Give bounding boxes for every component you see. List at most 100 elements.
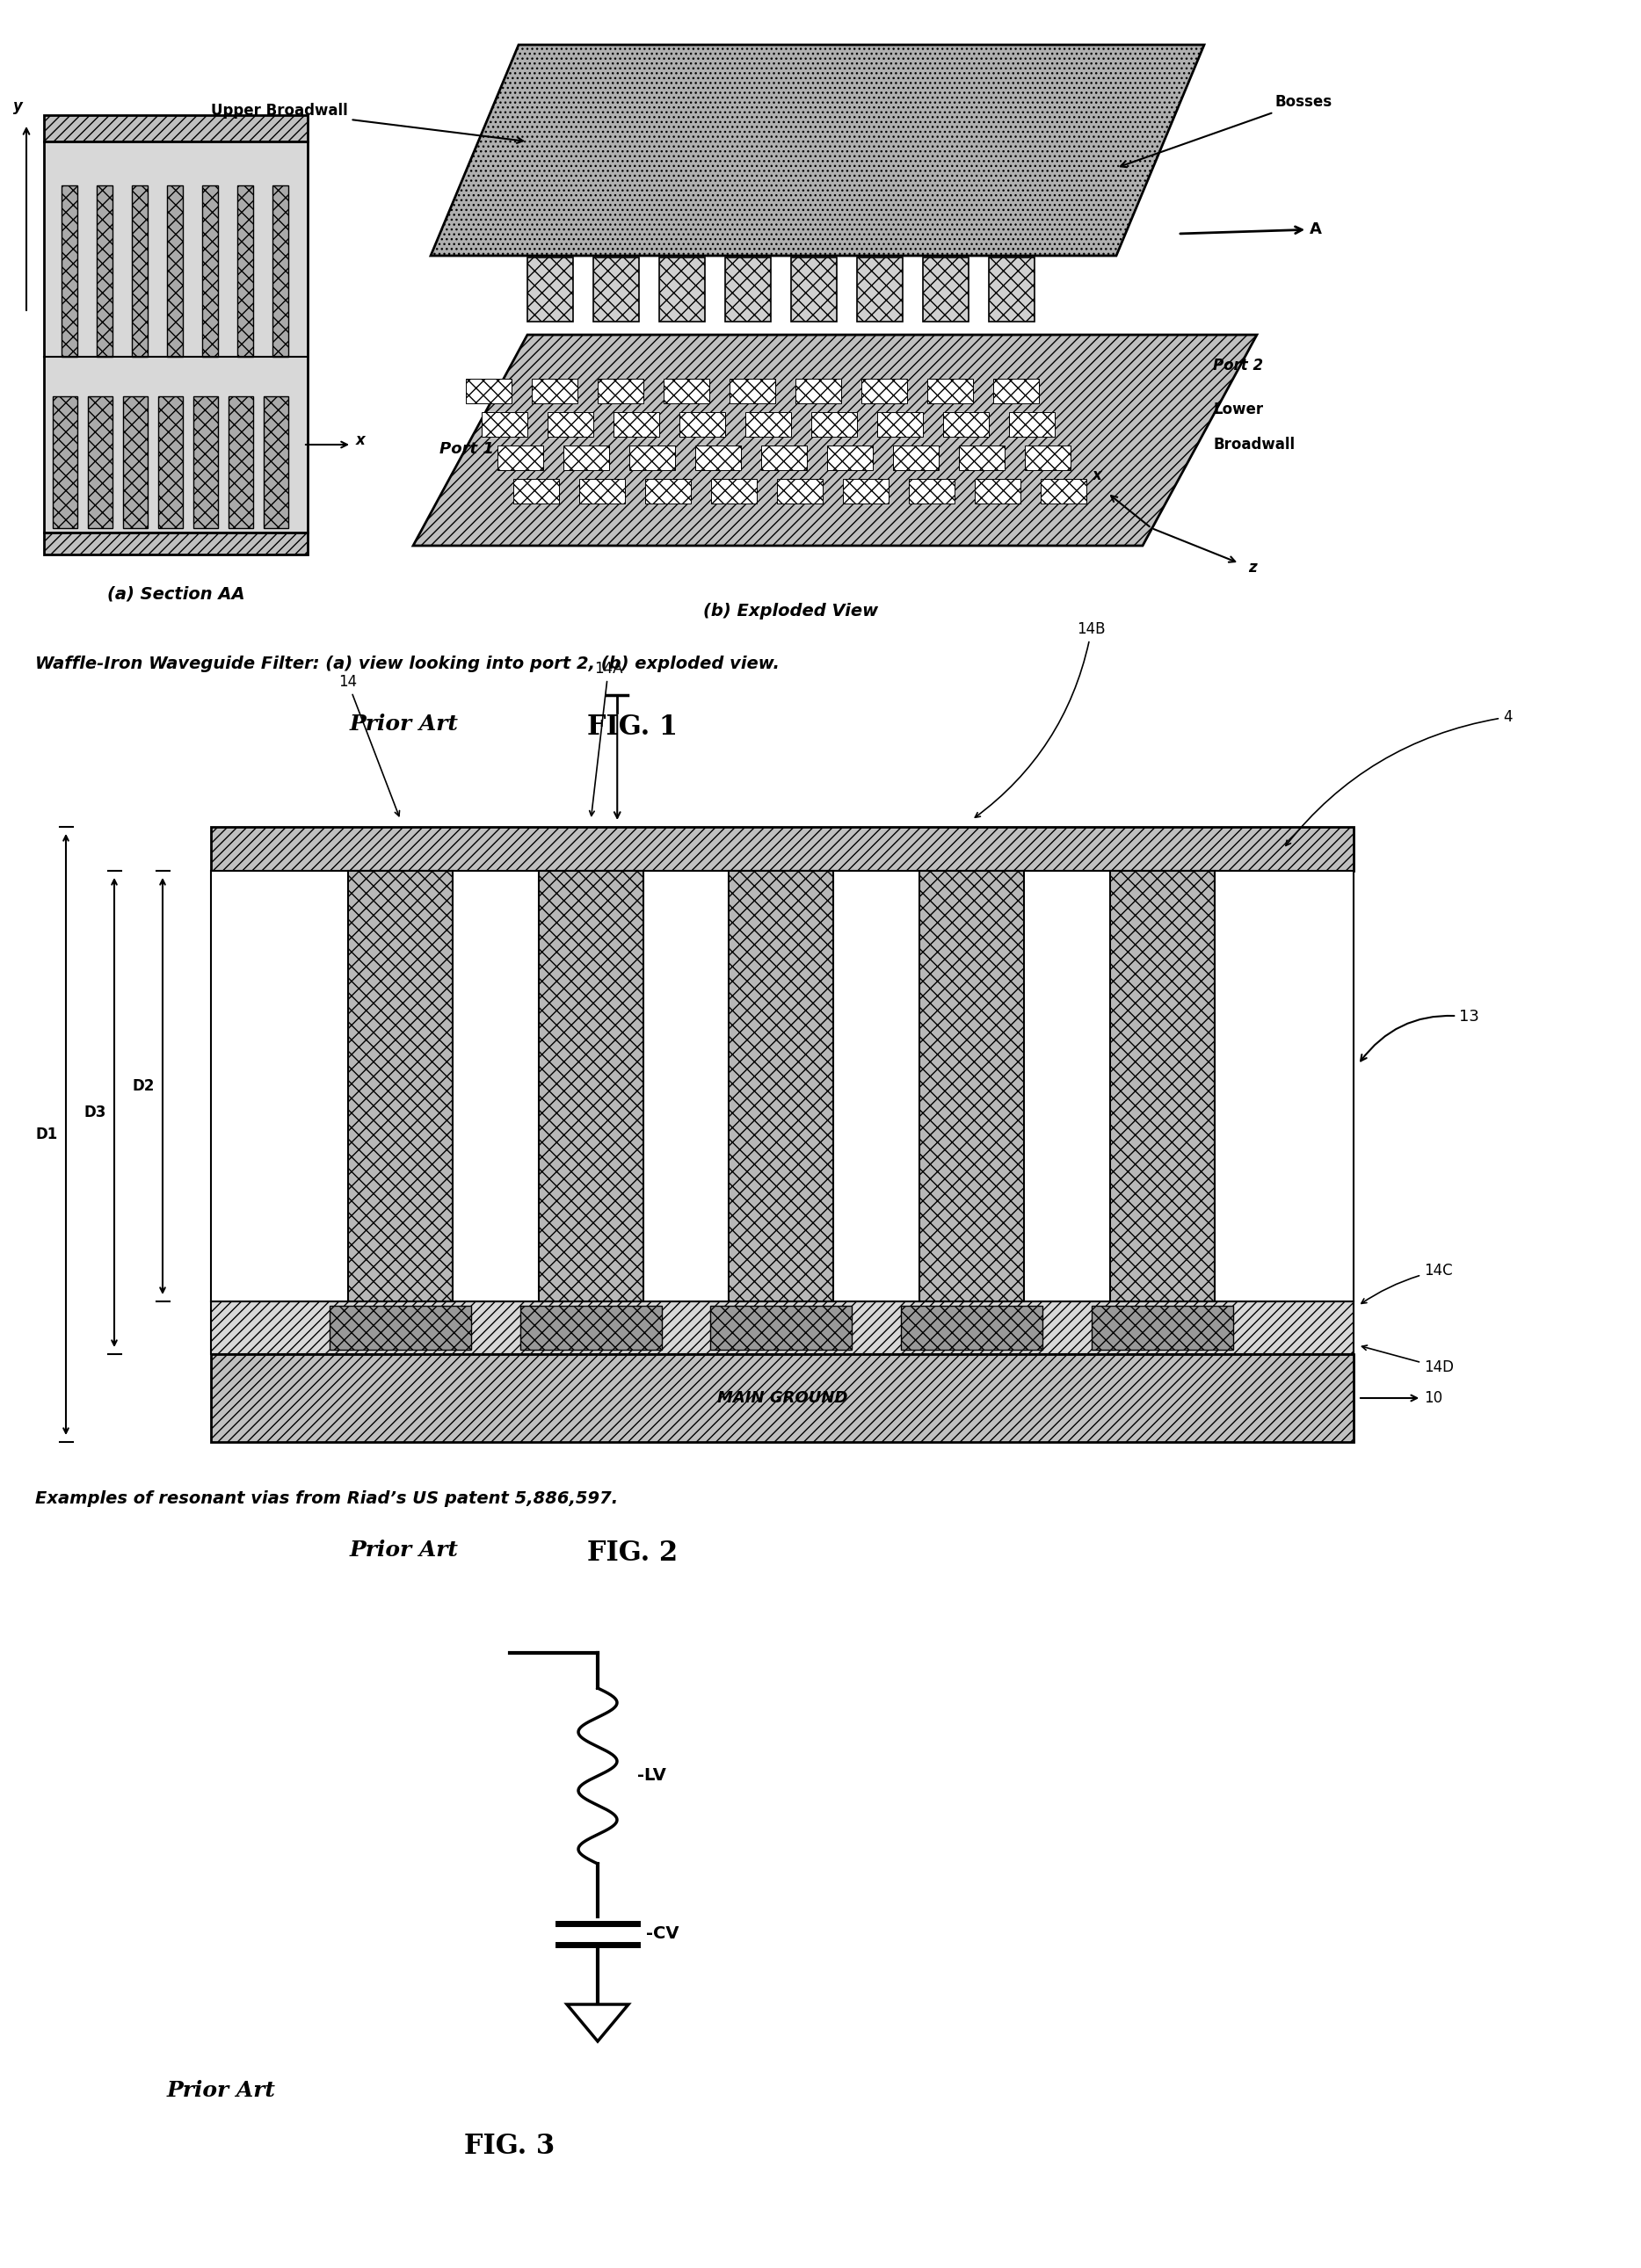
Text: Prior Art: Prior Art — [350, 714, 459, 735]
Bar — [745, 413, 791, 438]
Text: 14B: 14B — [975, 621, 1106, 816]
Bar — [497, 445, 543, 469]
Bar — [645, 479, 691, 503]
Bar — [811, 413, 857, 438]
Text: MAIN GROUND: MAIN GROUND — [717, 1390, 847, 1406]
Text: D1: D1 — [36, 1127, 57, 1143]
Bar — [264, 397, 289, 528]
Text: Upper Broadwall: Upper Broadwall — [212, 102, 523, 143]
Text: 14D: 14D — [1362, 1345, 1454, 1374]
Bar — [711, 479, 757, 503]
Text: Waffle-Iron Waveguide Filter: (a) view looking into port 2, (b) exploded view.: Waffle-Iron Waveguide Filter: (a) view l… — [34, 655, 779, 671]
Bar — [532, 379, 578, 404]
Bar — [857, 259, 903, 322]
Bar — [909, 479, 955, 503]
Bar — [843, 479, 889, 503]
Bar — [44, 533, 307, 553]
Text: 14: 14 — [338, 674, 399, 816]
Bar — [482, 413, 527, 438]
Bar — [272, 186, 289, 356]
Bar — [630, 445, 674, 469]
Text: FIG. 2: FIG. 2 — [587, 1540, 678, 1567]
Bar — [1040, 479, 1086, 503]
Bar — [862, 379, 907, 404]
Text: x: x — [356, 433, 364, 449]
Text: D2: D2 — [133, 1077, 154, 1093]
Bar — [97, 186, 113, 356]
Bar — [53, 397, 77, 528]
Text: -LV: -LV — [637, 1767, 666, 1785]
Text: D3: D3 — [84, 1105, 107, 1120]
Bar — [730, 379, 775, 404]
Text: Prior Art: Prior Art — [350, 1540, 459, 1560]
Polygon shape — [414, 336, 1257, 547]
Polygon shape — [566, 2005, 629, 2041]
Bar — [466, 379, 512, 404]
Bar — [212, 1354, 1354, 1442]
Bar — [348, 871, 453, 1302]
Bar — [89, 397, 113, 528]
Text: Lower: Lower — [1213, 401, 1264, 417]
Text: 4: 4 — [1287, 710, 1513, 846]
Bar — [61, 186, 77, 356]
Text: Broadwall: Broadwall — [1213, 438, 1295, 454]
Bar — [594, 259, 638, 322]
Bar — [597, 379, 643, 404]
Bar — [167, 186, 182, 356]
Text: y: y — [13, 98, 23, 113]
Bar — [212, 828, 1354, 871]
Bar — [993, 379, 1039, 404]
Bar — [194, 397, 218, 528]
Bar — [514, 479, 560, 503]
Bar — [729, 871, 834, 1302]
Bar — [548, 413, 594, 438]
Bar — [663, 379, 709, 404]
Text: A: A — [1180, 222, 1323, 238]
Text: 14A: 14A — [589, 660, 622, 816]
Bar — [44, 141, 307, 533]
Bar — [330, 1306, 471, 1349]
Text: Port 1: Port 1 — [440, 440, 494, 456]
Bar — [919, 871, 1024, 1302]
Text: Prior Art: Prior Art — [167, 2080, 276, 2100]
Bar — [761, 445, 807, 469]
Bar — [212, 871, 1354, 1302]
Bar — [238, 186, 253, 356]
Bar — [123, 397, 148, 528]
Bar — [827, 445, 873, 469]
Bar — [776, 479, 822, 503]
Bar — [228, 397, 253, 528]
Bar — [878, 413, 922, 438]
Text: -CV: -CV — [647, 1926, 679, 1941]
Bar — [563, 445, 609, 469]
Text: x: x — [1093, 467, 1101, 483]
Bar — [893, 445, 939, 469]
Bar — [975, 479, 1021, 503]
Bar — [527, 259, 573, 322]
Bar — [44, 116, 307, 141]
Bar — [660, 259, 706, 322]
Bar — [1009, 413, 1055, 438]
Bar — [922, 259, 968, 322]
Text: Bosses: Bosses — [1121, 93, 1332, 168]
Bar — [927, 379, 973, 404]
Bar — [696, 445, 742, 469]
Bar — [725, 259, 771, 322]
Bar — [990, 259, 1034, 322]
Bar — [791, 259, 837, 322]
Text: 13: 13 — [1360, 1009, 1479, 1061]
Bar — [679, 413, 725, 438]
Text: 14C: 14C — [1362, 1263, 1452, 1304]
Bar — [1091, 1306, 1232, 1349]
Bar — [538, 871, 643, 1302]
Bar — [158, 397, 182, 528]
Bar — [958, 445, 1004, 469]
Bar — [944, 413, 990, 438]
Bar — [614, 413, 660, 438]
Bar — [1109, 871, 1214, 1302]
Bar — [711, 1306, 852, 1349]
Bar — [202, 186, 218, 356]
Bar — [131, 186, 148, 356]
Text: (b) Exploded View: (b) Exploded View — [704, 603, 878, 619]
Text: z: z — [1249, 560, 1257, 576]
